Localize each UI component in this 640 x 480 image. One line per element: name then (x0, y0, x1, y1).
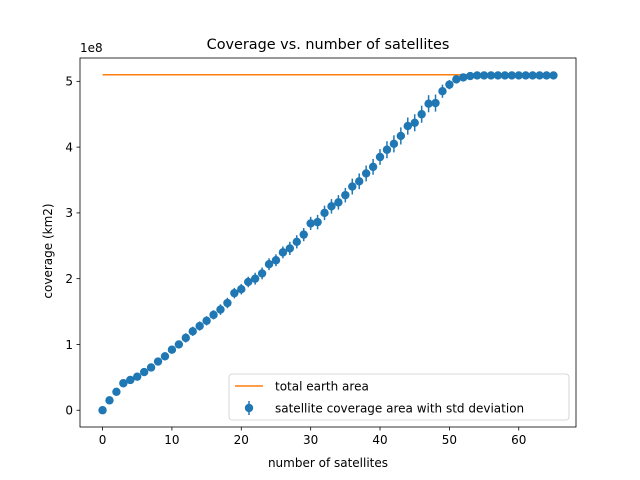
data-point (549, 71, 558, 80)
data-point (410, 118, 419, 127)
data-point (431, 98, 440, 108)
x-tick-label: 60 (511, 433, 526, 447)
data-point (361, 169, 371, 178)
data-point (216, 305, 225, 314)
data-point (278, 248, 288, 257)
data-point (188, 327, 197, 336)
data-point (139, 367, 149, 377)
data-point (126, 375, 135, 385)
data-point (341, 190, 350, 200)
data-point (521, 71, 530, 80)
data-point (348, 182, 357, 191)
chart-title: Coverage vs. number of satellites (207, 37, 450, 53)
data-point (438, 87, 447, 96)
data-point (507, 71, 517, 80)
data-point (493, 71, 503, 80)
y-axis-label: coverage (km2) (41, 203, 55, 298)
x-tick-label: 40 (372, 433, 387, 447)
x-tick-label: 0 (99, 433, 107, 447)
plot-area (98, 71, 558, 415)
legend-swatch-point (244, 403, 254, 413)
data-point (209, 310, 218, 320)
data-point (271, 256, 281, 265)
x-tick-label: 20 (234, 433, 249, 447)
data-point (237, 285, 246, 294)
data-point (459, 73, 468, 82)
y-tick-label: 3 (65, 206, 73, 220)
data-point (285, 244, 295, 253)
data-point (500, 71, 510, 80)
y-tick-label: 5 (65, 75, 73, 89)
data-point (403, 121, 412, 131)
data-point (389, 139, 399, 149)
data-point (320, 208, 329, 218)
data-point (472, 71, 482, 80)
data-point (479, 71, 489, 80)
data-point (355, 177, 364, 186)
data-point (230, 288, 239, 298)
data-point (160, 352, 170, 361)
data-point (445, 80, 454, 89)
data-point (181, 333, 190, 343)
x-tick-label: 50 (442, 433, 457, 447)
data-point (202, 316, 211, 325)
data-point (105, 396, 114, 405)
y-tick-label: 1 (65, 338, 73, 352)
data-point (299, 230, 308, 239)
legend-label: total earth area (275, 380, 369, 394)
data-point (313, 217, 322, 227)
y-offset-label: 1e8 (80, 41, 103, 55)
data-point (486, 71, 496, 80)
data-point (424, 99, 433, 108)
axes-frame (79, 57, 577, 428)
data-point (466, 71, 475, 81)
data-point (327, 202, 336, 211)
data-point (257, 269, 267, 278)
data-point (250, 274, 260, 283)
y-tick-label: 2 (65, 272, 73, 286)
axes: 0 10 20 30 40 50 60 0 1 2 3 4 5 (65, 57, 577, 447)
data-point (535, 71, 544, 80)
data-point (244, 277, 253, 287)
data-point (368, 162, 378, 172)
legend-box (228, 373, 570, 421)
data-point (98, 406, 107, 415)
data-point (528, 71, 537, 80)
x-tick-label: 10 (164, 433, 179, 447)
data-point (514, 71, 523, 80)
data-point (417, 110, 426, 119)
data-point (264, 260, 274, 269)
data-point (452, 75, 461, 84)
data-point (119, 379, 128, 388)
data-point (396, 131, 406, 141)
data-point (292, 237, 301, 247)
x-axis-label: number of satellites (268, 456, 388, 470)
data-point (112, 387, 121, 397)
data-point (153, 357, 163, 366)
x-tick-label: 30 (303, 433, 318, 447)
data-point (167, 345, 177, 354)
legend: total earth area satellite coverage area … (228, 373, 570, 421)
data-point (542, 71, 551, 80)
data-point (146, 363, 156, 372)
data-point (375, 152, 385, 162)
data-point (306, 219, 315, 228)
data-point (223, 298, 232, 308)
data-point (334, 198, 343, 207)
data-point (133, 372, 142, 381)
data-point (382, 145, 392, 154)
y-tick-label: 4 (65, 140, 73, 154)
legend-label: satellite coverage area with std deviati… (275, 402, 524, 416)
y-tick-label: 0 (65, 404, 73, 418)
data-point (195, 321, 204, 331)
data-point (174, 340, 184, 349)
